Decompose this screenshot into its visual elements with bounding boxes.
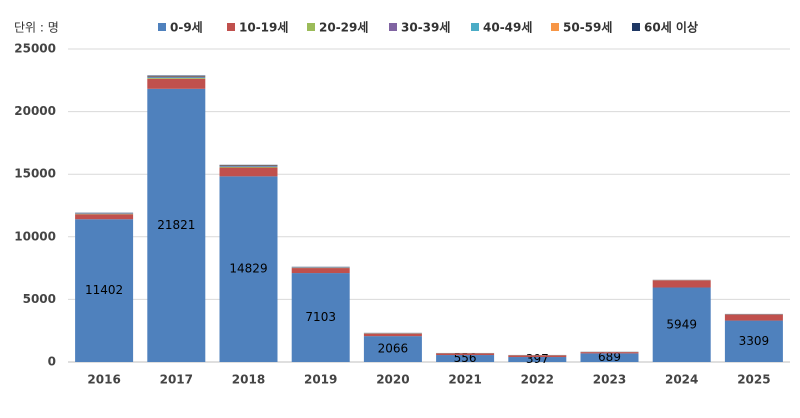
legend-label: 30-39세 (401, 20, 450, 35)
x-tick-label: 2017 (160, 373, 193, 387)
legend-label: 10-19세 (239, 20, 288, 35)
data-label: 11402 (85, 283, 123, 297)
data-label: 14829 (229, 262, 267, 276)
x-tick-label: 2020 (376, 373, 409, 387)
x-tick-label: 2023 (593, 373, 626, 387)
bar-segment (147, 78, 206, 89)
y-tick-label: 25000 (14, 42, 56, 56)
bar-segment (147, 75, 206, 77)
bar-segment (508, 357, 567, 362)
bar-segment (219, 166, 278, 168)
data-label: 7103 (305, 310, 336, 324)
legend-label: 50-59세 (563, 20, 612, 35)
data-label: 2066 (378, 342, 409, 356)
bar-segment (147, 76, 206, 78)
bar-segment (219, 164, 278, 166)
x-tick-label: 2022 (521, 373, 554, 387)
bar-segment (724, 320, 783, 362)
y-tick-label: 0 (48, 355, 56, 369)
bar-segment (219, 176, 278, 362)
bar-segment (436, 353, 495, 356)
bar-segment (508, 355, 567, 358)
bar-segment (219, 165, 278, 167)
x-tick-label: 2019 (304, 373, 337, 387)
bar-segment (436, 355, 495, 362)
bar-segment (147, 77, 206, 79)
legend-label: 20-29세 (319, 20, 368, 35)
data-label: 397 (526, 352, 549, 366)
legend-label: 60세 이상 (644, 20, 698, 35)
x-tick-label: 2016 (87, 373, 120, 387)
data-label: 21821 (157, 218, 195, 232)
bar-segment (291, 268, 350, 274)
x-tick-label: 2024 (665, 373, 698, 387)
bar-segment (75, 214, 134, 220)
bar-segment (363, 333, 422, 337)
x-tick-label: 2018 (232, 373, 265, 387)
bar-segment (363, 336, 422, 362)
bar-segment (291, 273, 350, 362)
legend-swatch (227, 23, 235, 31)
legend-swatch (551, 23, 559, 31)
y-tick-label: 10000 (14, 229, 56, 243)
bar-segment (147, 88, 206, 362)
legend-label: 40-49세 (483, 20, 532, 35)
data-label: 5949 (666, 317, 697, 331)
y-tick-label: 15000 (14, 167, 56, 181)
bar-segment (219, 166, 278, 167)
bar-segment (219, 167, 278, 177)
legend-swatch (632, 23, 640, 31)
y-tick-label: 20000 (14, 104, 56, 118)
data-label: 3309 (739, 334, 770, 348)
bar-segment (75, 212, 134, 214)
x-tick-label: 2021 (448, 373, 481, 387)
bar-segment (580, 352, 639, 354)
bar-segment (652, 280, 711, 288)
legend-swatch (389, 23, 397, 31)
legend-swatch (158, 23, 166, 31)
bar-segment (580, 353, 639, 362)
bar-segment (652, 287, 711, 362)
unit-label: 단위 : 명 (14, 21, 59, 35)
bar-segment (724, 314, 783, 321)
legend-label: 0-9세 (170, 20, 203, 35)
legend-swatch (307, 23, 315, 31)
bar-segment (147, 78, 206, 79)
bar-segment (75, 219, 134, 362)
legend-swatch (471, 23, 479, 31)
data-label: 689 (598, 350, 621, 364)
y-tick-label: 5000 (23, 292, 56, 306)
x-tick-label: 2025 (737, 373, 770, 387)
